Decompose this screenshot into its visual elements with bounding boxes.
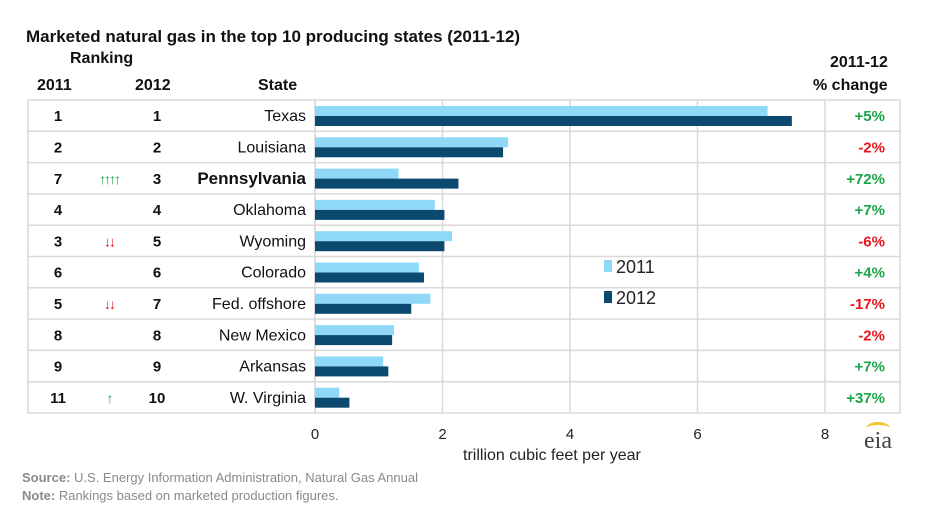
legend-label-2011: 2011 [616, 257, 655, 277]
x-tick-label: 2 [438, 426, 446, 443]
rank-2012: 10 [149, 390, 166, 407]
rank-down-arrows-icon: ↓↓ [104, 296, 115, 312]
rank-2012: 6 [153, 265, 161, 282]
rank-2012: 4 [153, 202, 162, 219]
bar-2012 [315, 366, 389, 377]
legend-label-2012: 2012 [616, 288, 656, 308]
bar-2011 [315, 293, 431, 304]
pct-change: +4% [855, 265, 885, 282]
rank-2012: 3 [153, 171, 161, 188]
x-tick-label: 4 [566, 426, 574, 443]
bar-2011 [315, 325, 395, 336]
pct-change: +5% [855, 108, 885, 125]
bar-2012 [315, 178, 459, 189]
rank-2012: 8 [153, 327, 161, 344]
rank-2011: 9 [54, 359, 62, 376]
pct-change: -17% [850, 296, 885, 313]
state-label: Arkansas [239, 359, 306, 376]
bar-2011 [315, 231, 453, 242]
rank-2011: 8 [54, 327, 62, 344]
state-label: Colorado [241, 265, 306, 282]
rank-2012: 2 [153, 139, 161, 156]
pct-change: +72% [846, 171, 885, 188]
bar-2011 [315, 356, 384, 367]
state-label: W. Virginia [230, 390, 306, 407]
rank-2011-header: 2011 [37, 77, 72, 94]
bar-2012 [315, 303, 412, 314]
rank-2011: 1 [54, 108, 62, 125]
pct-change: -2% [858, 139, 885, 156]
rank-down-arrows-icon: ↓↓ [104, 233, 115, 249]
bar-2012 [315, 272, 425, 283]
pct-change: +7% [855, 359, 885, 376]
rank-2012: 5 [153, 233, 161, 250]
bar-2012 [315, 335, 393, 346]
pct-change: -2% [858, 327, 885, 344]
bar-2011 [315, 168, 399, 179]
footnote: Note: Rankings based on marketed product… [22, 488, 339, 503]
rank-2012: 7 [153, 296, 161, 313]
rank-2011: 7 [54, 171, 62, 188]
rank-2011: 3 [54, 233, 62, 250]
bar-2011 [315, 387, 340, 398]
bar-2012 [315, 147, 504, 158]
pct-change: +37% [846, 390, 885, 407]
bar-2011 [315, 262, 419, 273]
state-header: State [258, 77, 298, 94]
x-axis-label: trillion cubic feet per year [463, 447, 641, 464]
x-tick-label: 6 [693, 426, 701, 443]
rank-up-arrows-icon: ↑↑↑↑ [99, 171, 120, 187]
source-note: Source: U.S. Energy Information Administ… [22, 470, 418, 485]
state-label: Wyoming [239, 233, 306, 250]
legend-swatch-2012 [604, 291, 612, 303]
rank-2012: 1 [153, 108, 161, 125]
state-label: Pennsylvania [197, 169, 306, 188]
bar-2012 [315, 397, 350, 408]
eia-logo: eia [864, 422, 892, 455]
bar-2011 [315, 137, 509, 148]
bar-2012 [315, 209, 445, 220]
ranking-header: Ranking [70, 50, 134, 67]
bar-2011 [315, 106, 768, 116]
rank-2011: 5 [54, 296, 62, 313]
state-label: Oklahoma [233, 202, 306, 219]
change-header-bottom: % change [813, 77, 888, 94]
rank-2011: 2 [54, 139, 62, 156]
rank-2012: 9 [153, 359, 161, 376]
bar-2011 [315, 199, 435, 210]
pct-change: +7% [855, 202, 885, 219]
x-tick-label: 0 [311, 426, 319, 443]
state-label: New Mexico [219, 327, 306, 344]
bar-2012 [315, 116, 792, 126]
bar-2012 [315, 241, 445, 252]
rank-2011: 6 [54, 265, 62, 282]
rank-up-arrows-icon: ↑ [107, 390, 113, 406]
x-tick-label: 8 [821, 426, 829, 443]
chart-title: Marketed natural gas in the top 10 produ… [26, 27, 521, 46]
rank-2011: 11 [50, 390, 66, 407]
change-header-top: 2011-12 [830, 54, 888, 71]
legend-swatch-2011 [604, 260, 612, 272]
state-label: Fed. offshore [212, 296, 306, 313]
state-label: Texas [264, 108, 306, 125]
rank-2011: 4 [54, 202, 63, 219]
pct-change: -6% [858, 233, 885, 250]
rank-2012-header: 2012 [135, 77, 171, 94]
state-label: Louisiana [238, 139, 307, 156]
